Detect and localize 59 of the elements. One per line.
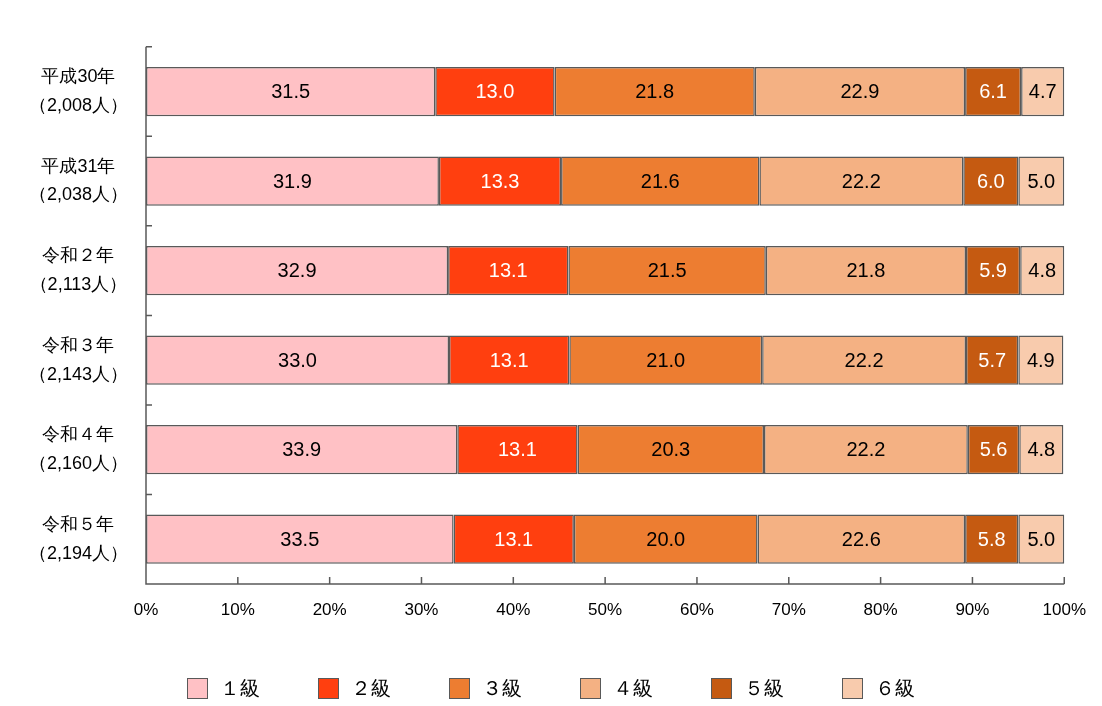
x-tick-label: 10%	[220, 599, 255, 619]
data-label: 5.6	[979, 438, 1008, 461]
data-label: 21.0	[646, 348, 686, 371]
data-label: 31.5	[271, 80, 311, 103]
y-tick-label: 令和５年（2,194人）	[28, 513, 128, 563]
data-label: 22.2	[844, 348, 884, 371]
data-label: 5.0	[1027, 527, 1056, 550]
data-label: 13.1	[489, 348, 529, 371]
y-tick-label: 令和３年（2,143人）	[28, 334, 128, 384]
legend-label: ４級	[613, 676, 653, 700]
data-label: 5.8	[977, 527, 1006, 550]
data-label: 6.0	[976, 169, 1005, 192]
data-label: 13.0	[475, 80, 515, 103]
data-label: 21.6	[640, 169, 680, 192]
x-tick-label: 90%	[955, 599, 990, 619]
data-label: 4.9	[1026, 348, 1055, 371]
data-label: 4.8	[1028, 259, 1057, 282]
data-label: 20.3	[651, 438, 691, 461]
data-label: 32.9	[277, 259, 317, 282]
data-label: 33.0	[278, 348, 317, 371]
data-label: 22.6	[841, 527, 881, 550]
data-label: 4.8	[1027, 438, 1056, 461]
data-label: 4.7	[1028, 80, 1057, 103]
y-tick-label: 平成30年（2,008人）	[28, 66, 128, 115]
data-label: 13.1	[488, 259, 528, 282]
legend-label: ３級	[482, 676, 522, 700]
data-label: 5.7	[978, 348, 1007, 371]
data-label: 22.2	[846, 438, 886, 461]
x-tick-label: 50%	[588, 599, 623, 619]
x-tick-label: 30%	[404, 599, 439, 619]
data-label: 6.1	[979, 80, 1007, 103]
x-tick-label: 40%	[496, 599, 531, 619]
data-label: 22.2	[841, 169, 881, 192]
x-tick-label: 0%	[133, 599, 159, 619]
data-label: 33.5	[280, 527, 320, 550]
data-label: 21.5	[647, 259, 687, 282]
data-label: 13.1	[494, 527, 534, 550]
x-tick-label: 60%	[679, 599, 714, 619]
legend-label: １級	[220, 676, 260, 700]
data-label: 5.0	[1027, 169, 1056, 192]
data-label: 21.8	[635, 80, 675, 103]
x-tick-label: 20%	[312, 599, 347, 619]
y-tick-label: 令和４年（2,160人）	[28, 424, 128, 474]
x-tick-label: 70%	[771, 599, 806, 619]
legend-label: ５級	[744, 676, 784, 700]
legend-label: ６級	[875, 676, 915, 700]
x-tick-label: 100%	[1042, 599, 1086, 619]
data-label: 22.9	[840, 80, 880, 103]
legend-label: ２級	[351, 676, 391, 700]
data-label: 5.9	[979, 259, 1007, 282]
data-label: 20.0	[646, 527, 686, 550]
x-tick-label: 80%	[863, 599, 898, 619]
data-label: 31.9	[272, 169, 312, 192]
data-label: 33.9	[282, 438, 322, 461]
y-tick-label: 平成31年（2,038人）	[28, 155, 128, 205]
y-tick-label: 令和２年（2,113人）	[29, 245, 128, 294]
data-label: 13.3	[480, 169, 520, 192]
data-label: 21.8	[846, 259, 886, 282]
data-label: 13.1	[497, 438, 537, 461]
